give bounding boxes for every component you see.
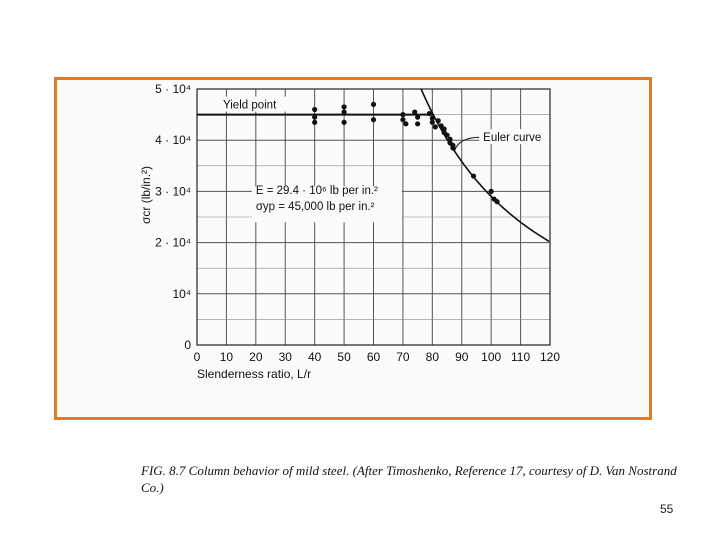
- data-point: [341, 119, 347, 125]
- euler-curve: [420, 88, 550, 242]
- y-tick-label: 0: [184, 338, 191, 352]
- data-point: [341, 109, 347, 115]
- yield-point-label-bg: [199, 96, 287, 112]
- x-tick-label: 40: [308, 350, 322, 364]
- data-point: [429, 119, 435, 125]
- x-tick-label: 0: [194, 350, 201, 364]
- x-tick-label: 30: [279, 350, 293, 364]
- data-point: [370, 101, 377, 107]
- euler-leader-line: [453, 136, 480, 152]
- data-point: [312, 114, 318, 120]
- x-tick-label: 10: [220, 350, 234, 364]
- data-point: [429, 115, 435, 121]
- y-tick-label: 2 · 10⁴: [155, 236, 191, 250]
- data-point: [370, 117, 377, 123]
- data-point: [494, 199, 500, 205]
- page-number: 55: [660, 502, 674, 516]
- yield-point-label: Yield point: [223, 100, 277, 112]
- x-axis-title: Slenderness ratio, L/r: [197, 367, 311, 381]
- data-point: [447, 136, 453, 142]
- plot-border: [196, 88, 551, 346]
- data-point: [470, 173, 477, 179]
- x-tick-label: 80: [426, 350, 440, 364]
- y-tick-label: 5 · 10⁴: [155, 82, 191, 96]
- x-tick-label: 50: [337, 350, 351, 364]
- data-point: [341, 104, 347, 110]
- x-tick-label: 60: [367, 350, 381, 364]
- y-tick-label: 10⁴: [172, 287, 191, 301]
- data-point: [435, 118, 441, 124]
- x-tick-label: 120: [540, 350, 560, 364]
- y-tick-label: 3 · 10⁴: [155, 184, 191, 198]
- data-point: [412, 109, 418, 115]
- data-point: [426, 110, 432, 117]
- data-point: [415, 121, 421, 127]
- x-tick-label: 100: [481, 350, 501, 364]
- data-point: [400, 112, 406, 118]
- material-constant: E = 29.4 · 10⁶ lb per in.²: [256, 185, 378, 197]
- figure-frame: 0 10 20 30 40 50 60 70 80 90 100 110 120 0 10⁴ 2 · 10⁴ 3…: [54, 77, 677, 495]
- data-point: [488, 188, 494, 194]
- chart: 0 10 20 30 40 50 60 70 80 90 100 110 120 0 10⁴ 2 · 10⁴ 3…: [139, 82, 560, 381]
- x-tick-label: 20: [249, 350, 263, 364]
- data-point: [312, 119, 318, 125]
- y-axis-title: σcr (lb/in.²): [139, 166, 153, 224]
- y-tick-label: 4 · 10⁴: [155, 133, 191, 147]
- euler-label-bg: [479, 129, 550, 145]
- data-point: [312, 106, 318, 113]
- x-tick-label: 70: [396, 350, 410, 364]
- data-points: [312, 101, 500, 205]
- figure-caption: FIG. 8.7 Column behavior of mild steel. …: [141, 463, 677, 495]
- axis-ticks: 0 10 20 30 40 50 60 70 80 90 100 110 120 0 10⁴ 2 · 10⁴ 3…: [155, 82, 560, 364]
- data-point: [450, 142, 456, 148]
- data-point: [403, 121, 409, 127]
- data-point: [400, 117, 406, 123]
- euler-curve-label: Euler curve: [483, 132, 541, 144]
- material-constant: σyp = 45,000 lb per in.²: [256, 201, 375, 213]
- chart-labels: Yield point Euler curve E = 29.4 · 10⁶ lb …: [139, 96, 550, 381]
- data-point: [441, 126, 447, 132]
- data-point: [444, 132, 450, 138]
- constants-bg: [251, 186, 402, 223]
- data-point: [415, 114, 421, 120]
- x-tick-label: 90: [455, 350, 469, 364]
- data-point: [432, 124, 438, 130]
- x-tick-label: 110: [511, 350, 530, 364]
